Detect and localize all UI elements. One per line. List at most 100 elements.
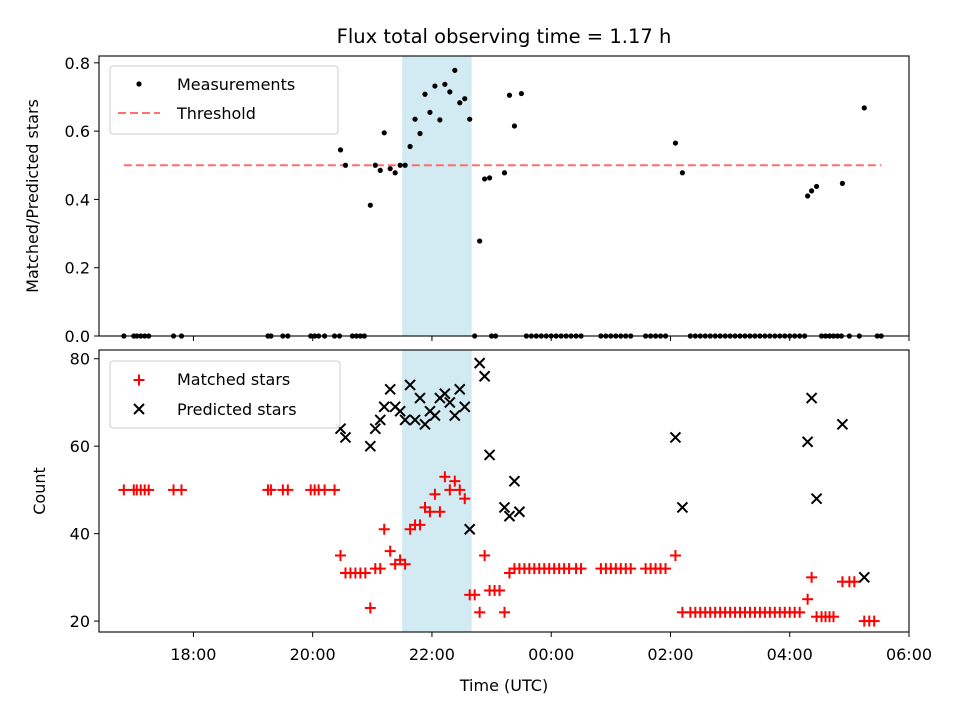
predicted-star-point <box>378 401 390 413</box>
bottom-legend: Matched stars Predicted stars <box>109 360 341 429</box>
x-tick-label: 20:00 <box>290 645 336 664</box>
measurement-point <box>501 170 508 176</box>
predicted-star-point <box>409 414 421 426</box>
matched-star-point <box>118 484 130 496</box>
x-tick-label: 22:00 <box>409 645 455 664</box>
matched-star-point <box>384 545 396 557</box>
predicted-star-point <box>394 405 406 417</box>
top-y-tick-label: 0.6 <box>65 122 90 141</box>
predicted-star-point <box>369 422 382 435</box>
top-y-tick-label: 0.0 <box>65 327 90 346</box>
predicted-star-point <box>669 431 682 444</box>
predicted-star-point <box>483 449 496 461</box>
matched-star-point <box>444 484 456 496</box>
measurement-point <box>482 176 488 182</box>
predicted-star-point <box>836 418 849 431</box>
predicted-star-point <box>449 409 461 422</box>
matched-star-point <box>625 563 637 575</box>
predicted-star-point <box>364 440 377 452</box>
predicted-star-point <box>858 571 870 584</box>
predicted-star-point <box>473 357 486 369</box>
matched-star-point <box>175 484 187 496</box>
top-x-ticks <box>192 336 910 341</box>
matched-star-point <box>848 576 860 588</box>
measurement-point <box>511 123 518 129</box>
matched-star-point <box>143 484 155 496</box>
matched-star-point <box>802 593 814 605</box>
measurement-point <box>342 162 349 168</box>
matched-star-point <box>494 584 506 596</box>
measurement-point <box>813 183 820 190</box>
predicted-star-point <box>384 383 396 396</box>
predicted-star-point <box>404 379 416 391</box>
bottom-y-tick-label: 40 <box>70 525 90 544</box>
top-legend-box <box>109 65 339 135</box>
legend-label-matched: Matched stars <box>177 370 290 389</box>
matched-star-point <box>669 549 681 561</box>
measurement-point <box>427 109 433 115</box>
measurement-point <box>861 105 867 111</box>
predicted-star-point <box>454 383 466 396</box>
top-legend: Measurements Threshold <box>109 65 339 135</box>
predicted-star-point <box>414 392 426 404</box>
predicted-star-point <box>429 409 441 422</box>
matched-star-point <box>806 571 818 583</box>
predicted-star-point <box>464 523 476 535</box>
predicted-stars-points <box>334 357 870 584</box>
bottom-legend-box <box>109 360 341 429</box>
matched-star-point <box>454 484 466 496</box>
x-tick-label: 06:00 <box>886 645 932 664</box>
measurement-point <box>805 193 811 199</box>
measurement-point <box>467 116 473 122</box>
bottom-y-ticks: 20 40 60 80 <box>70 350 99 631</box>
measurement-point <box>447 89 453 95</box>
bottom-y-tick-label: 80 <box>70 350 90 369</box>
predicted-star-point <box>419 418 431 431</box>
bottom-x-ticks: 18:00 20:00 22:00 00:00 02:00 04:00 06:00 <box>170 632 932 664</box>
matched-stars-points <box>118 471 880 627</box>
measurement-point <box>477 238 483 244</box>
matched-star-point <box>469 589 481 601</box>
measurement-point <box>457 100 463 106</box>
matched-star-point <box>449 475 461 487</box>
matched-star-point <box>794 606 806 618</box>
measurement-point <box>417 130 423 137</box>
legend-label-threshold: Threshold <box>176 104 256 123</box>
legend-marker-predicted <box>133 403 145 415</box>
x-axis-label: Time (UTC) <box>459 676 548 695</box>
measurement-point <box>506 92 513 98</box>
predicted-star-point <box>801 436 814 448</box>
x-tick-label: 18:00 <box>170 645 216 664</box>
predicted-star-point <box>805 392 818 404</box>
matched-star-point <box>660 563 672 575</box>
legend-label-measurements: Measurements <box>177 75 295 94</box>
top-y-tick-label: 0.8 <box>65 54 90 73</box>
measurement-point <box>402 162 408 168</box>
predicted-star-point <box>399 414 411 426</box>
legend-marker-matched <box>133 374 145 386</box>
matched-star-point <box>335 549 347 561</box>
matched-star-point <box>439 471 451 483</box>
bottom-y-axis-label: Count <box>30 467 49 515</box>
matched-star-point <box>414 519 426 531</box>
measurement-point <box>672 140 679 146</box>
matched-star-point <box>498 606 510 618</box>
matched-star-point <box>319 484 331 496</box>
top-y-tick-label: 0.4 <box>65 190 90 209</box>
measurement-point <box>486 175 493 181</box>
matched-star-point <box>424 506 436 518</box>
measurement-point <box>412 116 418 122</box>
measurement-point <box>392 170 398 176</box>
top-y-axis-label: Matched/Predicted stars <box>23 99 42 293</box>
measurement-point <box>422 91 428 97</box>
measurement-point <box>377 167 383 173</box>
predicted-star-point <box>478 370 491 382</box>
matched-star-point <box>434 506 446 518</box>
top-y-tick-label: 0.2 <box>65 259 90 278</box>
measurement-point <box>387 166 393 172</box>
matched-star-point <box>265 484 277 496</box>
top-axes-frame <box>98 55 910 337</box>
x-tick-label: 02:00 <box>647 645 693 664</box>
top-shaded-interval <box>402 56 472 336</box>
matched-star-point <box>364 602 376 614</box>
